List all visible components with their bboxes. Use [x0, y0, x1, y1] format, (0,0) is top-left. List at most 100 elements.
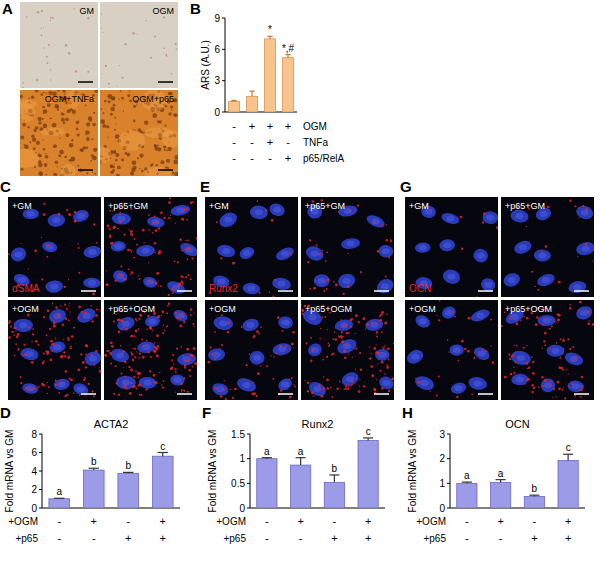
stain-dot	[260, 326, 262, 328]
stain-dot	[352, 357, 353, 358]
stain-dot	[355, 314, 358, 317]
highlight	[20, 102, 35, 122]
error-cap	[462, 482, 472, 483]
stain-dot	[53, 320, 55, 322]
error-bar	[249, 91, 254, 96]
deposit	[64, 156, 67, 159]
stain-dot	[335, 284, 338, 287]
stain-dot	[320, 328, 322, 330]
stain-dot	[418, 381, 421, 384]
micrograph: +GMαSMA	[8, 197, 102, 297]
bar	[558, 460, 578, 508]
stain-dot	[129, 249, 131, 251]
stain-dot	[302, 313, 304, 315]
stain-dot	[183, 355, 184, 356]
stain-dot	[60, 355, 63, 358]
stain-dot	[448, 351, 449, 352]
stain-dot	[85, 395, 86, 396]
micrograph-content	[100, 2, 178, 88]
stain-dot	[380, 313, 383, 316]
stain-dot	[148, 279, 151, 282]
stain-dot	[216, 221, 218, 223]
stain-dot	[581, 376, 584, 379]
nucleus	[512, 238, 533, 256]
image-label: +p65+OGM	[305, 304, 352, 314]
stain-dot	[324, 316, 326, 318]
error-bar	[267, 36, 272, 39]
stain-dot	[358, 390, 361, 393]
nucleus	[172, 308, 190, 324]
nucleus-core	[144, 380, 152, 386]
stain-dot	[471, 393, 473, 395]
nucleus	[53, 378, 71, 392]
deposit	[159, 120, 162, 123]
condition-sign: +	[365, 515, 371, 527]
stain-dot	[55, 306, 58, 309]
stain-dot	[544, 379, 547, 382]
stain-dot	[251, 393, 254, 396]
deposit	[102, 32, 103, 33]
stain-dot	[321, 395, 324, 398]
stain-dot	[359, 379, 360, 380]
stain-dot	[154, 382, 155, 383]
deposit	[32, 138, 36, 142]
micrograph: +GMRunx2	[205, 197, 298, 301]
stain-dot	[136, 351, 137, 352]
deposit	[174, 155, 178, 160]
stain-dot	[252, 382, 254, 384]
stain-dot	[515, 361, 517, 363]
stain-dot	[48, 386, 50, 388]
nucleus-core	[477, 253, 485, 259]
deposit	[132, 166, 136, 170]
stain-dot	[162, 386, 164, 388]
deposit	[80, 148, 83, 151]
stain-dot	[542, 348, 543, 349]
stain-dot	[514, 372, 516, 374]
stain-dot	[8, 253, 10, 255]
stain-dot	[187, 274, 189, 276]
image-label: +p65+GM	[108, 201, 148, 211]
stain-dot	[153, 350, 155, 352]
nucleus-core	[311, 347, 319, 353]
nucleus-core	[445, 310, 453, 316]
stain-dot	[340, 319, 342, 321]
stain-dot	[496, 226, 498, 229]
scale-bar	[78, 169, 93, 171]
panel-letter: B	[190, 0, 201, 17]
stain-dot	[577, 256, 578, 257]
stain-dot	[227, 321, 230, 324]
stain-dot	[348, 353, 349, 354]
deposit	[139, 154, 143, 158]
stain-dot	[32, 328, 34, 330]
nucleus-core	[122, 321, 130, 327]
image-label: +p65+OGM	[108, 304, 155, 314]
stain-dot	[289, 252, 291, 254]
stain-dot	[161, 315, 162, 316]
nucleus	[178, 240, 197, 259]
deposit	[166, 55, 168, 57]
stain-dot	[323, 376, 324, 377]
nucleus-core	[476, 313, 484, 319]
stain-dot	[347, 253, 348, 254]
stain-dot	[585, 243, 587, 245]
micrograph: +p65+GM	[501, 197, 596, 297]
stain-dot	[526, 317, 529, 320]
deposit	[41, 35, 43, 37]
condition-sign: +	[531, 532, 537, 544]
stain-dot	[572, 382, 574, 384]
deposit	[174, 172, 178, 176]
stain-dot	[179, 325, 182, 328]
stain-dot	[91, 390, 93, 392]
deposit	[41, 10, 43, 12]
stain-dot	[271, 219, 274, 222]
stain-dot	[327, 329, 328, 330]
stain-dot	[190, 308, 193, 311]
stain-dot	[318, 384, 320, 386]
nucleus	[374, 276, 394, 296]
stain-dot	[349, 210, 351, 212]
stain-dot	[74, 220, 77, 223]
micrograph: +OGM	[405, 300, 498, 400]
deposit	[87, 71, 89, 73]
condition-sign: -	[232, 136, 236, 148]
error-cap	[285, 54, 290, 55]
